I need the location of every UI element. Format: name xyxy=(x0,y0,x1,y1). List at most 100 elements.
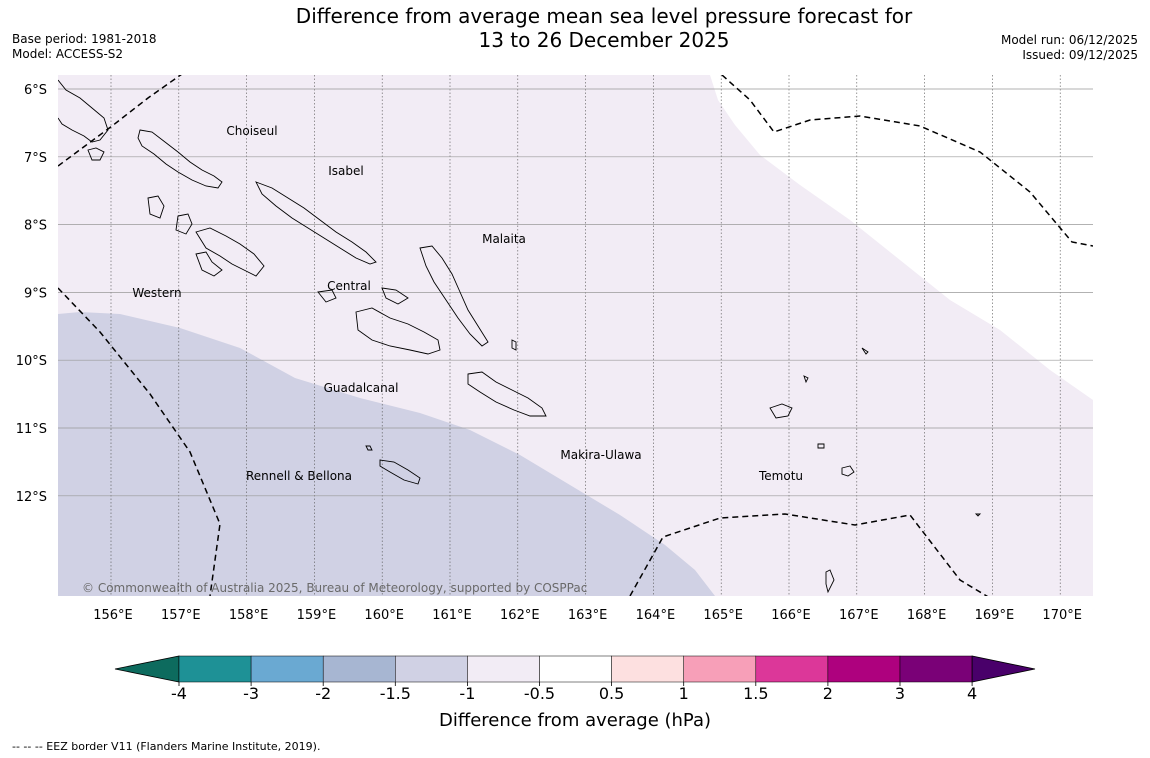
lon-tick-label: 158°E xyxy=(229,608,269,623)
label-rennell-bellona: Rennell & Bellona xyxy=(246,469,352,483)
label-choiseul: Choiseul xyxy=(226,124,277,138)
colorbar-segment xyxy=(467,655,540,683)
colorbar-segment xyxy=(683,655,757,683)
island-bougainville xyxy=(58,79,109,143)
title-line-1: Difference from average mean sea level p… xyxy=(295,4,913,28)
island-bellona xyxy=(365,445,373,451)
label-guadalcanal: Guadalcanal xyxy=(324,381,399,395)
colorbar-tick-label: -3 xyxy=(243,684,259,703)
island-choiseul xyxy=(137,129,223,189)
copyright-text: © Commonwealth of Australia 2025, Bureau… xyxy=(82,581,587,595)
model-text: Model: ACCESS-S2 xyxy=(12,47,124,61)
issued-text: Issued: 09/12/2025 xyxy=(1022,48,1138,62)
base-period-text: Base period: 1981-2018 xyxy=(12,32,157,46)
lat-tick-label: 9°S xyxy=(24,286,47,301)
colorbar-segment xyxy=(611,655,684,683)
map-area: Choiseul Isabel Malaita Western Central … xyxy=(58,75,1093,596)
island-ulawa xyxy=(511,339,517,351)
coastlines xyxy=(58,79,982,594)
label-isabel: Isabel xyxy=(328,164,363,178)
model-run-text: Model run: 06/12/2025 xyxy=(1000,33,1138,47)
island-vanikoro xyxy=(841,465,855,477)
run-info: Model run: 06/12/2025 Issued: 09/12/2025 xyxy=(1001,33,1138,63)
colorbar-tick-label: 1.5 xyxy=(743,684,768,703)
colorbar-tick-label: -4 xyxy=(171,684,187,703)
label-western: Western xyxy=(132,286,181,300)
label-malaita: Malaita xyxy=(482,232,526,246)
lon-tick-label: 156°E xyxy=(93,608,133,623)
colorbar-tick-label: 3 xyxy=(895,684,905,703)
colorbar-tick-label: -2 xyxy=(315,684,331,703)
island-isabel xyxy=(255,181,377,265)
lat-tick-label: 6°S xyxy=(24,83,47,98)
chart-title: Difference from average mean sea level p… xyxy=(0,4,1150,52)
lon-tick-label: 159°E xyxy=(297,608,337,623)
island-florida xyxy=(317,289,337,303)
colorbar-segment xyxy=(395,655,468,683)
colorbar-tick-label: 0.5 xyxy=(599,684,624,703)
graticule xyxy=(58,75,1093,596)
colorbar-tick-label: 2 xyxy=(823,684,833,703)
eez-border-northwest xyxy=(58,75,182,167)
lon-tick-label: 161°E xyxy=(432,608,472,623)
label-temotu: Temotu xyxy=(758,469,803,483)
island-shortland xyxy=(87,147,105,161)
lat-tick-label: 12°S xyxy=(16,490,47,505)
colorbar-extend-low xyxy=(114,655,180,683)
colorbar xyxy=(114,655,1036,683)
lat-tick-label: 10°S xyxy=(16,354,47,369)
colorbar-tick-label: 4 xyxy=(967,684,977,703)
latitude-labels: 6°S 7°S 8°S 9°S 10°S 11°S 12°S xyxy=(16,83,47,505)
colorbar-segment xyxy=(250,655,324,683)
lon-tick-label: 166°E xyxy=(771,608,811,623)
lon-tick-label: 169°E xyxy=(975,608,1015,623)
colorbar-segment xyxy=(899,655,973,683)
colorbar-segment xyxy=(322,655,396,683)
longitude-labels: 156°E 157°E 158°E 159°E 160°E 161°E 162°E 163°E… xyxy=(93,608,1082,623)
island-tikopia xyxy=(974,513,982,517)
island-russell xyxy=(381,287,409,305)
island-rennell xyxy=(379,459,421,485)
colorbar-segment xyxy=(539,655,612,683)
label-makira-ulawa: Makira-Ulawa xyxy=(560,448,641,462)
anomaly-band-minus-1 xyxy=(58,312,715,596)
lat-tick-label: 8°S xyxy=(24,219,47,234)
island-duff xyxy=(861,347,869,355)
eez-border-southwest xyxy=(58,287,221,596)
base-info: Base period: 1981-2018 Model: ACCESS-S2 xyxy=(12,32,157,62)
island-new-georgia xyxy=(195,227,265,277)
colorbar-tick-label: -1.5 xyxy=(380,684,411,703)
island-malaita xyxy=(419,245,489,347)
lon-tick-label: 168°E xyxy=(907,608,947,623)
island-guadalcanal xyxy=(355,307,441,355)
island-vella-lavella xyxy=(147,195,165,219)
island-rendova xyxy=(195,251,223,277)
anomaly-band-near-zero xyxy=(710,75,1093,400)
title-line-2: 13 to 26 December 2025 xyxy=(478,28,730,52)
island-santa-cruz xyxy=(769,403,793,419)
label-central: Central xyxy=(327,279,371,293)
lat-tick-label: 11°S xyxy=(16,422,47,437)
colorbar-tick-label: 1 xyxy=(679,684,689,703)
lon-tick-label: 164°E xyxy=(636,608,676,623)
colorbar-tick-label: -1 xyxy=(459,684,475,703)
lon-tick-label: 167°E xyxy=(839,608,879,623)
island-makira xyxy=(467,371,547,417)
colorbar-tick-label: -0.5 xyxy=(524,684,555,703)
eez-borders xyxy=(58,75,1093,596)
colorbar-tick-labels: -4 -3 -2 -1.5 -1 -0.5 0.5 1 1.5 2 3 4 xyxy=(171,682,977,703)
eez-footnote: -- -- -- EEZ border V11 (Flanders Marine… xyxy=(12,740,321,753)
lon-tick-label: 160°E xyxy=(364,608,404,623)
lon-tick-label: 162°E xyxy=(500,608,540,623)
colorbar-segment xyxy=(178,655,252,683)
colorbar-label: Difference from average (hPa) xyxy=(439,710,711,731)
lon-tick-label: 163°E xyxy=(568,608,608,623)
colorbar-segment xyxy=(827,655,901,683)
colorbar-extend-high xyxy=(971,655,1036,683)
island-anuta xyxy=(825,569,835,594)
island-utupua xyxy=(817,443,825,449)
island-reef-islands xyxy=(803,375,809,384)
lat-tick-label: 7°S xyxy=(24,151,47,166)
lon-tick-label: 157°E xyxy=(161,608,201,623)
